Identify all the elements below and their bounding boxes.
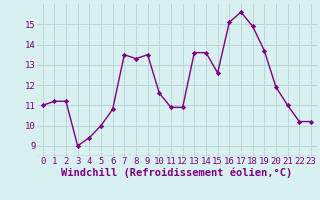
X-axis label: Windchill (Refroidissement éolien,°C): Windchill (Refroidissement éolien,°C): [61, 168, 292, 178]
